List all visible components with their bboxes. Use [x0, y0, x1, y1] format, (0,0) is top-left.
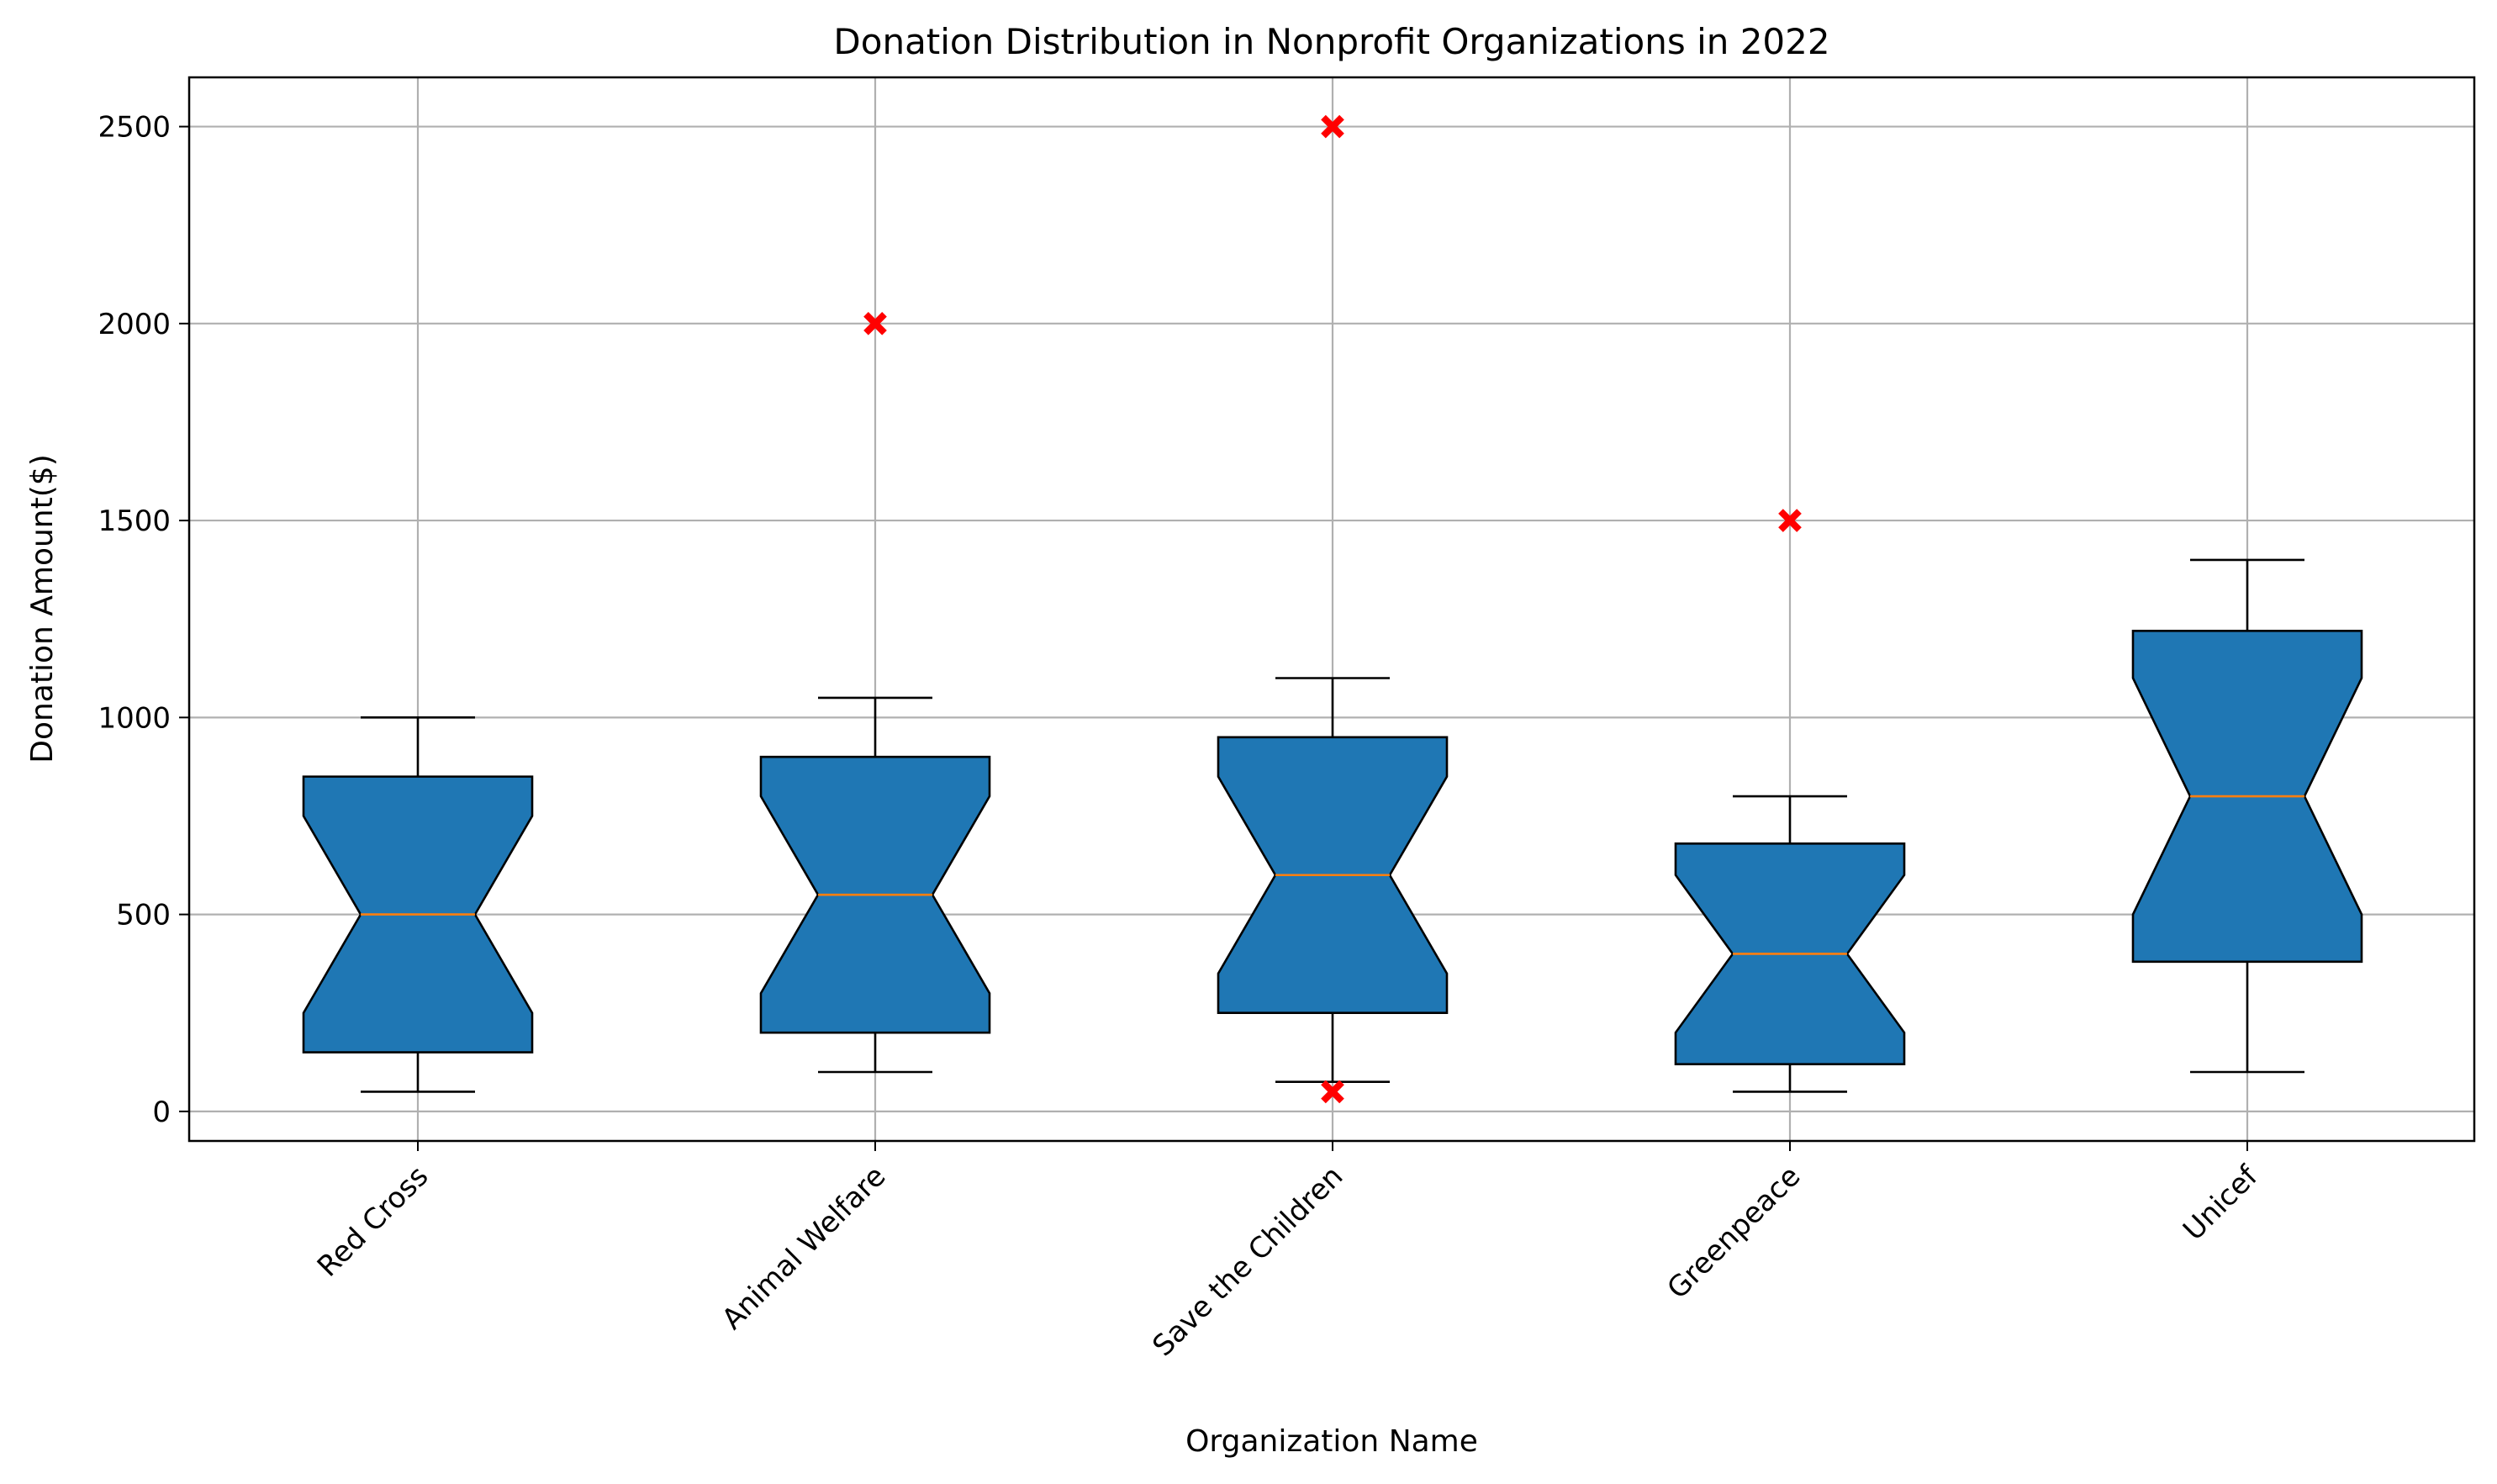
y-tick-label: 1500: [98, 504, 171, 538]
outlier-marker: [1321, 1080, 1344, 1104]
chart-title: Donation Distribution in Nonprofit Organ…: [833, 21, 1829, 62]
boxes: [302, 558, 2363, 1093]
outlier-marker: [863, 311, 887, 335]
y-tick-label: 2500: [98, 111, 171, 145]
y-axis-label: Donation Amount($): [25, 454, 60, 763]
x-axis-label: Organization Name: [1185, 1424, 1478, 1459]
outliers: [863, 114, 1802, 1104]
y-tick-label: 2000: [98, 308, 171, 341]
y-tick-label: 0: [152, 1096, 171, 1129]
outlier-marker: [1321, 114, 1344, 139]
y-tick-label: 1000: [98, 701, 171, 735]
y-tick-label: 500: [116, 899, 171, 932]
outlier-marker: [1778, 509, 1802, 532]
